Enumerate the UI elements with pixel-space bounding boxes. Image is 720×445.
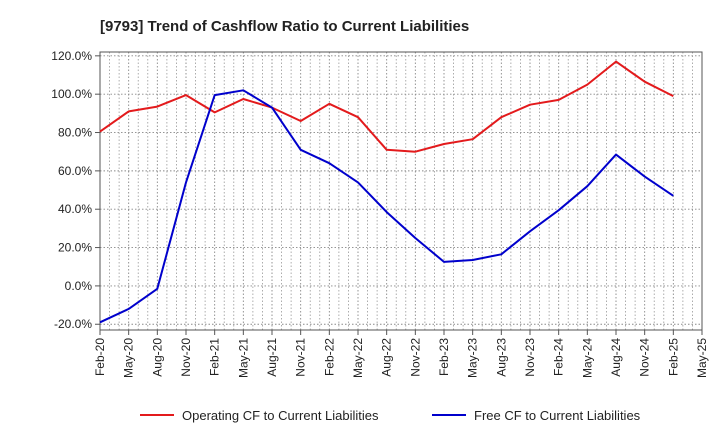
series-line-2	[99, 89, 674, 324]
series-layer	[99, 60, 674, 324]
legend: Operating CF to Current Liabilities Free …	[140, 408, 641, 423]
x-tick-label: Aug-24	[609, 338, 623, 377]
x-tick-label: Feb-21	[208, 338, 222, 376]
x-tick-label: Nov-23	[523, 338, 537, 377]
plot-frame	[99, 51, 703, 331]
x-tick-label: Nov-20	[179, 338, 193, 377]
x-tick-label: Feb-25	[666, 338, 680, 376]
x-tick-label: Aug-20	[150, 338, 164, 377]
y-tick-label: 20.0%	[58, 241, 92, 255]
x-tick-label: Nov-24	[638, 338, 652, 377]
plot-area	[100, 52, 702, 330]
x-tick-label: Feb-20	[93, 338, 107, 376]
x-tick-label: Feb-23	[437, 338, 451, 376]
y-tick-label: 40.0%	[58, 202, 92, 216]
x-tick-label: May-25	[695, 338, 709, 378]
x-tick-label: Nov-21	[294, 338, 308, 377]
x-tick-label: Aug-21	[265, 338, 279, 377]
x-tick-label: May-21	[236, 338, 250, 378]
y-tick-label: 80.0%	[58, 126, 92, 140]
x-tick-label: Nov-22	[408, 338, 422, 377]
chart-title: [9793] Trend of Cashflow Ratio to Curren…	[100, 18, 469, 35]
series-line-1	[99, 60, 674, 153]
legend-label-1: Operating CF to Current Liabilities	[182, 408, 379, 423]
axis-layer: -20.0% 0.0% 20.0% 40.0% 60.0% 80.0% 100.0% 120.…	[51, 49, 709, 378]
y-tick-label: -20.0%	[54, 317, 92, 331]
x-tick-label: May-23	[466, 338, 480, 378]
x-tick-label: May-20	[122, 338, 136, 378]
x-tick-label: Feb-22	[322, 338, 336, 376]
x-tick-label: May-22	[351, 338, 365, 378]
y-tick-label: 100.0%	[51, 87, 92, 101]
x-tick-label: Aug-22	[380, 338, 394, 377]
x-tick-label: Aug-23	[494, 338, 508, 377]
x-tick-label: Feb-24	[552, 338, 566, 376]
grid-layer	[100, 52, 702, 330]
y-tick-label: 0.0%	[65, 279, 93, 293]
y-tick-label: 60.0%	[58, 164, 92, 178]
legend-label-2: Free CF to Current Liabilities	[474, 408, 641, 423]
y-tick-label: 120.0%	[51, 49, 92, 63]
x-tick-label: May-24	[580, 338, 594, 378]
